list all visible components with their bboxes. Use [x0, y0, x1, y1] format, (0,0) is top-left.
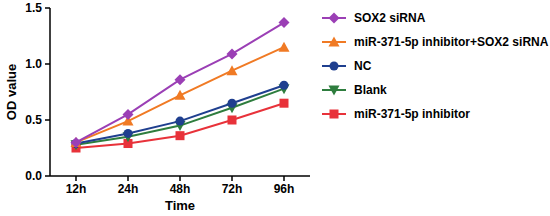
data-point — [228, 99, 237, 108]
series-line — [76, 23, 284, 143]
data-point — [280, 81, 289, 90]
data-point — [176, 117, 185, 126]
y-tick — [45, 63, 50, 65]
y-tick-label: 0.5 — [25, 113, 42, 127]
legend-label: Blank — [354, 83, 387, 97]
x-axis-label: Time — [165, 198, 195, 213]
y-tick-label: 0.0 — [25, 169, 42, 183]
legend-marker — [329, 86, 340, 96]
data-point — [280, 99, 289, 108]
legend-marker — [329, 13, 340, 24]
data-point — [227, 48, 238, 59]
x-tick-label: 24h — [118, 182, 139, 196]
legend-label: miR-371-5p inhibitor+SOX2 siRNA — [354, 35, 549, 49]
series-line — [76, 47, 284, 142]
legend-label: SOX2 siRNA — [354, 11, 426, 25]
data-point — [279, 17, 290, 28]
x-tick-label: 48h — [170, 182, 191, 196]
legend: SOX2 siRNA miR-371-5p inhibitor+SOX2 siRN… — [322, 11, 549, 121]
x-tick — [75, 176, 77, 181]
data-point — [175, 74, 186, 85]
y-axis-label: OD value — [4, 64, 19, 120]
y-tick — [45, 7, 50, 9]
plot-area — [71, 17, 290, 152]
x-tick — [231, 176, 233, 181]
data-point — [71, 137, 82, 148]
series-line — [76, 85, 284, 143]
x-tick — [179, 176, 181, 181]
data-point — [123, 109, 134, 120]
data-point — [227, 65, 238, 75]
legend-marker — [330, 110, 339, 119]
legend-marker — [329, 37, 340, 47]
y-tick — [45, 175, 50, 177]
legend-label: miR-371-5p inhibitor — [354, 107, 470, 121]
data-point — [176, 131, 185, 140]
data-point — [175, 90, 186, 100]
x-tick-label: 96h — [274, 182, 295, 196]
data-point — [71, 137, 82, 147]
legend-marker — [330, 62, 339, 71]
y-tick-label: 1.0 — [25, 57, 42, 71]
y-axis — [49, 8, 51, 176]
data-point — [279, 42, 290, 52]
y-tick-label: 1.5 — [25, 1, 42, 15]
legend-label: NC — [354, 59, 372, 73]
data-point — [124, 129, 133, 138]
data-point — [228, 116, 237, 125]
x-tick-label: 12h — [66, 182, 87, 196]
x-tick — [127, 176, 129, 181]
x-tick-label: 72h — [222, 182, 243, 196]
y-tick — [45, 119, 50, 121]
chart: 0.0 0.5 1.0 1.5 12h 24h 48h 72h 96h Time OD value S… — [0, 0, 550, 216]
x-tick — [283, 176, 285, 181]
